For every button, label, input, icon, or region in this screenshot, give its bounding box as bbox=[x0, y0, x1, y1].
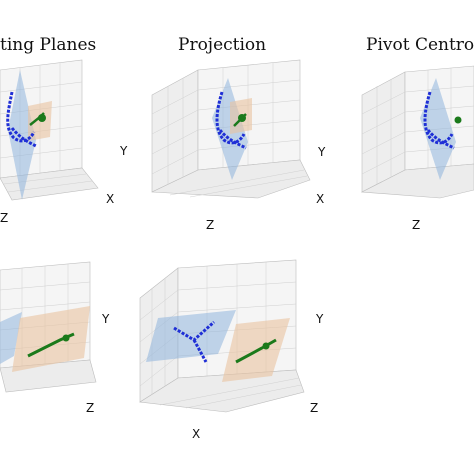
panel-bottom-middle: Y Z X bbox=[139, 259, 324, 441]
axis-label-z: Z bbox=[412, 218, 420, 232]
grid-lines bbox=[361, 68, 474, 184]
blue-plane bbox=[0, 312, 22, 364]
panel-title-pivot-centroid: Pivot Centro bbox=[366, 35, 474, 55]
panel-pivot-centroid: Pivot Centro Z bbox=[360, 35, 474, 232]
panel-bottom-left: Y Z bbox=[0, 261, 110, 415]
pivot-centroid-dot bbox=[238, 114, 246, 122]
blue-plane bbox=[146, 310, 236, 362]
panel-projection: Projection Y X Z bbox=[151, 35, 326, 232]
trajectory-curve bbox=[173, 320, 216, 363]
axis-label-z: Z bbox=[0, 211, 8, 225]
floor-pane bbox=[360, 163, 474, 199]
axis-label-y: Y bbox=[317, 145, 326, 159]
axis-label-y: Y bbox=[119, 144, 128, 158]
trajectory-curve bbox=[215, 91, 247, 150]
pivot-centroid-dot bbox=[454, 116, 462, 124]
axis-label-x: X bbox=[192, 427, 200, 441]
floor-pane bbox=[151, 159, 311, 199]
grid-lines bbox=[151, 63, 308, 198]
axis-label-y: Y bbox=[101, 312, 110, 326]
axis-label-y: Y bbox=[315, 312, 324, 326]
floor-pane bbox=[139, 369, 305, 413]
pivot-centroid-dot bbox=[262, 342, 270, 350]
axis-label-x: X bbox=[106, 192, 114, 206]
panel-title-projection: Projection bbox=[178, 35, 266, 55]
trajectory-curve bbox=[6, 91, 37, 148]
pivot-stick bbox=[27, 332, 75, 358]
pivot-stick bbox=[235, 338, 277, 364]
axis-label-z: Z bbox=[206, 218, 214, 232]
axis-label-z: Z bbox=[310, 401, 318, 415]
blue-plane bbox=[8, 70, 36, 200]
panel-title-fitting-planes: ting Planes bbox=[0, 35, 96, 55]
blue-plane bbox=[420, 78, 456, 180]
axis-label-z: Z bbox=[86, 401, 94, 415]
axis-label-x: X bbox=[316, 192, 324, 206]
panel-fitting-planes: ting Planes Y X Z bbox=[0, 35, 128, 225]
pivot-centroid-dot bbox=[62, 334, 70, 342]
pivot-centroid-dot bbox=[38, 114, 46, 122]
trajectory-curve bbox=[423, 91, 455, 150]
